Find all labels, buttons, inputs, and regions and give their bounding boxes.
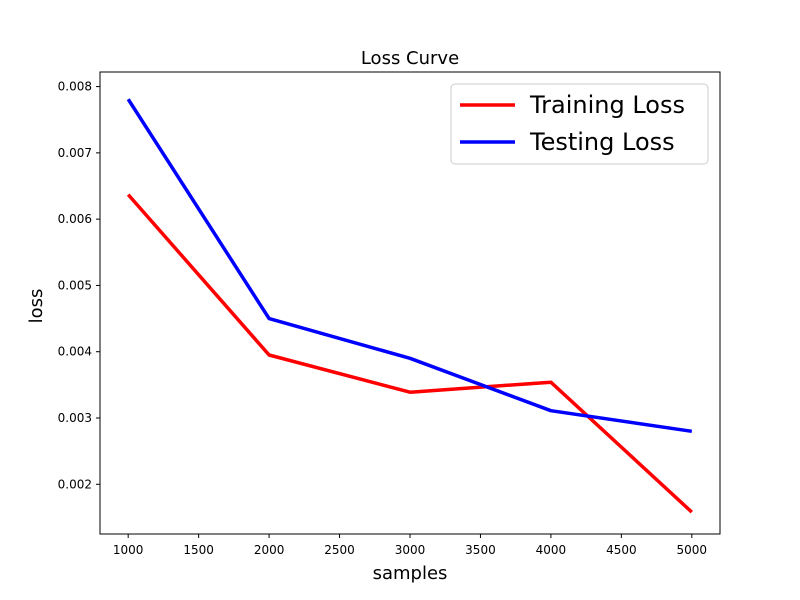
legend-label-training-loss: Training Loss (529, 91, 685, 119)
x-tick-label: 2500 (324, 543, 355, 557)
y-axis-label: loss (26, 289, 47, 324)
legend-box (450, 83, 709, 165)
x-axis-label: samples (373, 563, 448, 584)
x-tick-label: 1500 (183, 543, 214, 557)
legend-label-testing-loss: Testing Loss (529, 128, 675, 156)
y-tick-label: 0.005 (58, 278, 92, 292)
y-tick-label: 0.006 (58, 212, 92, 226)
chart-title: Loss Curve (361, 48, 459, 69)
x-tick-label: 3000 (395, 543, 426, 557)
x-tick-label: 1000 (113, 543, 144, 557)
series-line-testing-loss (126, 98, 693, 434)
y-tick-label: 0.007 (58, 146, 92, 160)
x-tick-label: 4500 (606, 543, 637, 557)
y-tick-label: 0.004 (58, 345, 92, 359)
series-line-training-loss (126, 193, 693, 514)
y-tick-label: 0.002 (58, 477, 92, 491)
legend: Training Loss Testing Loss (450, 83, 709, 165)
y-tick-label: 0.008 (58, 80, 92, 94)
x-tick-label: 3500 (465, 543, 496, 557)
x-tick-label: 4000 (536, 543, 567, 557)
y-tick-label: 0.003 (58, 411, 92, 425)
x-tick-label: 5000 (677, 543, 708, 557)
x-tick-label: 2000 (254, 543, 285, 557)
plot-area: 1000 1500 2000 2500 3000 3500 4000 4500 5000 0.00… (58, 71, 721, 557)
